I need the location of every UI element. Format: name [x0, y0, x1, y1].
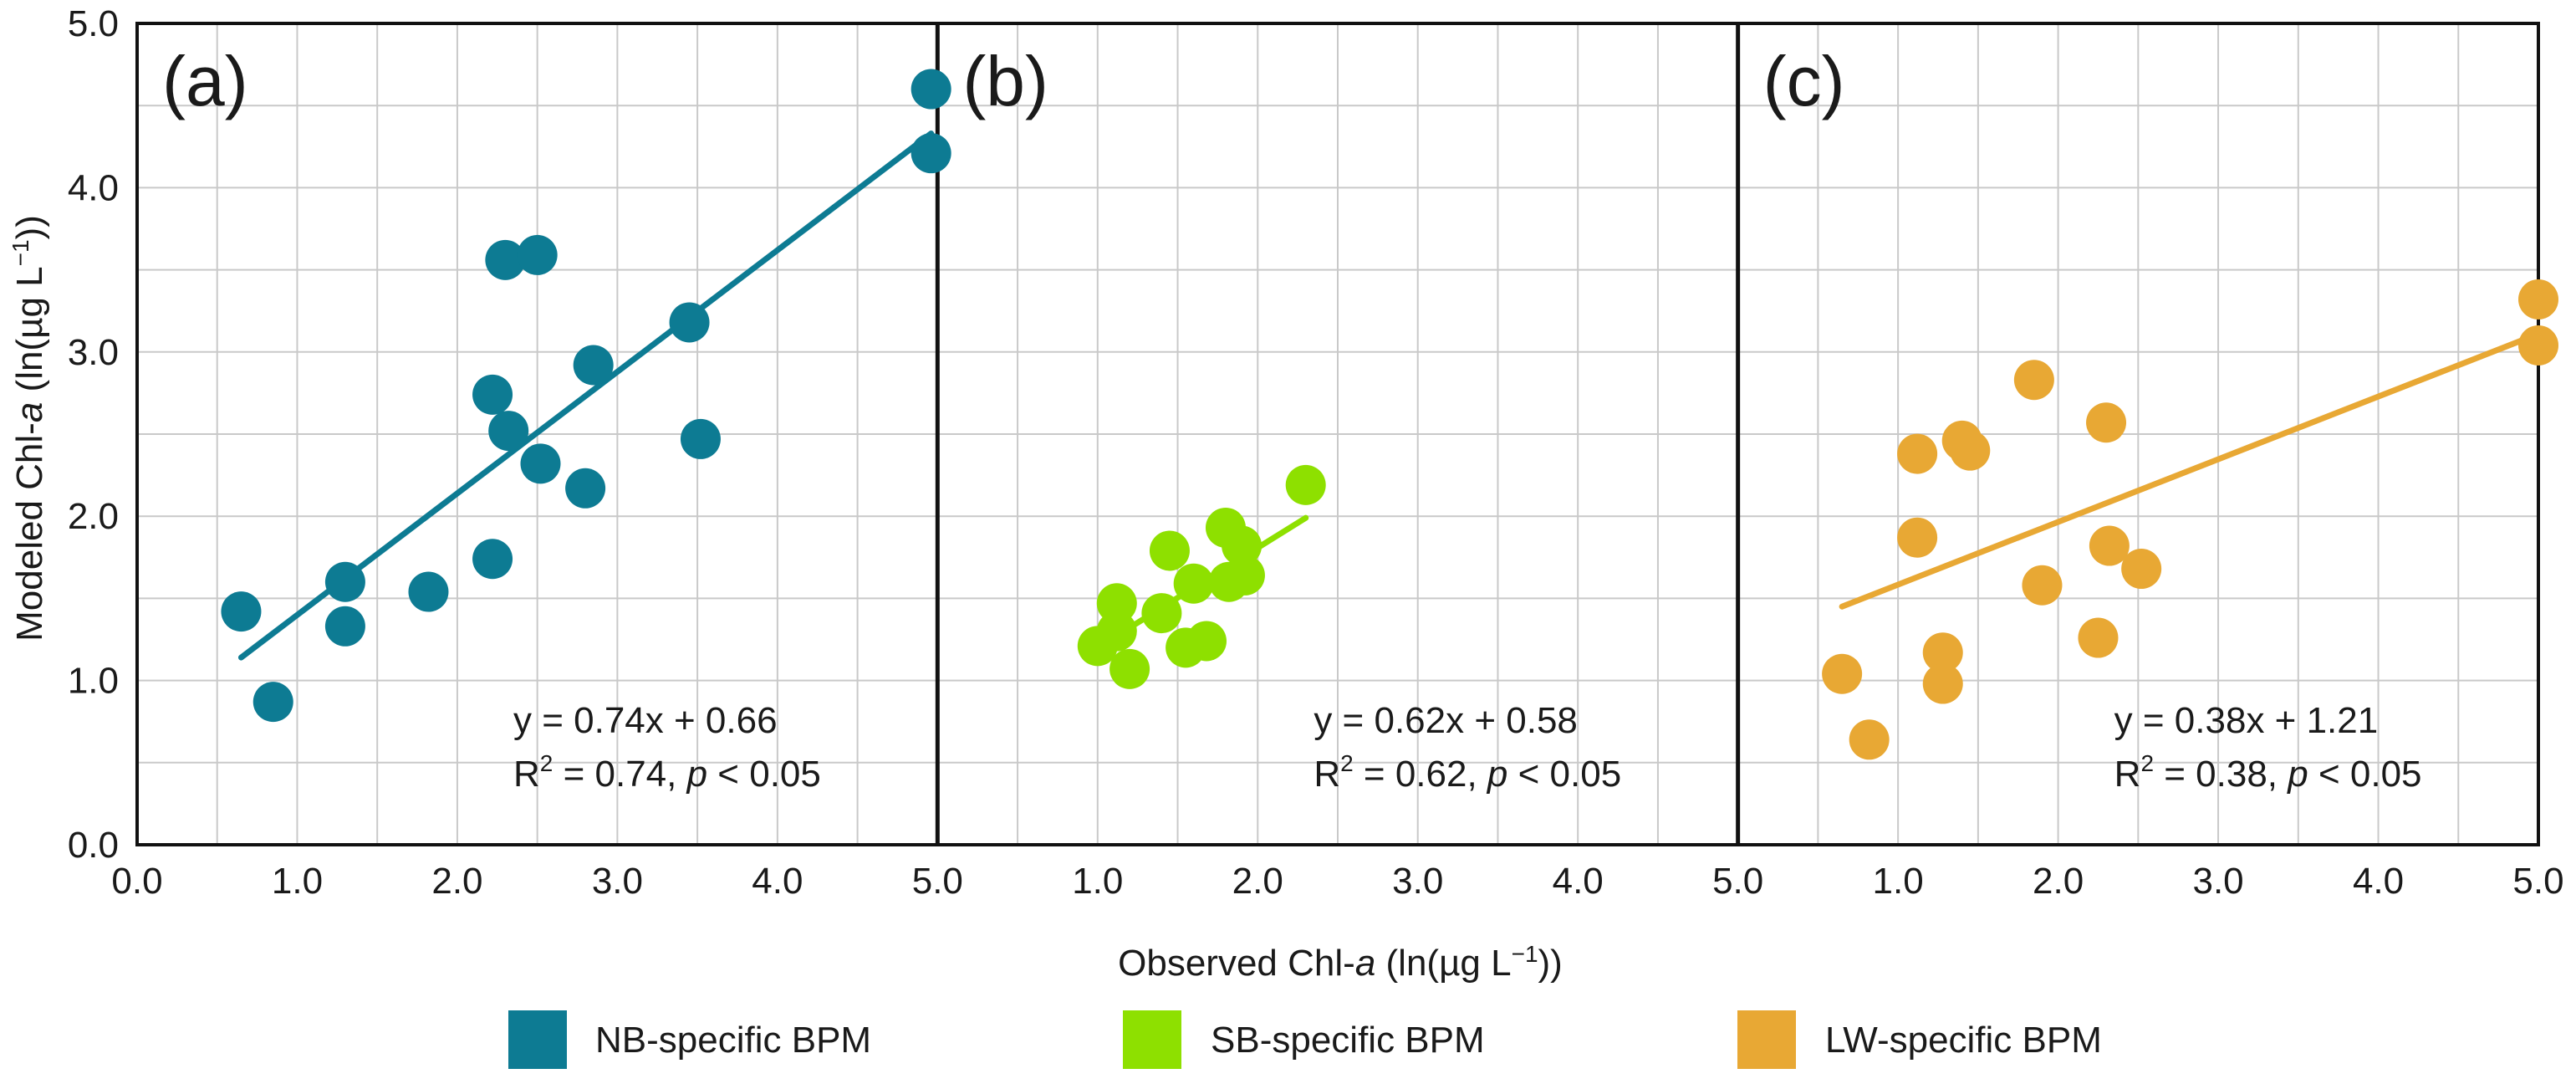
- y-tick-label: 4.0: [68, 167, 119, 208]
- x-tick-label: 5.0: [2512, 861, 2563, 902]
- x-tick-label: 5.0: [912, 861, 963, 902]
- legend-item-nb: NB-specific BPM: [508, 1010, 871, 1069]
- data-point: [2121, 549, 2162, 590]
- x-tick-label: 5.0: [1712, 861, 1763, 902]
- y-tick-label: 0.0: [68, 825, 119, 866]
- legend-swatch-lw: [1737, 1010, 1796, 1069]
- y-tick-label: 2.0: [68, 496, 119, 537]
- regression-line: [1839, 330, 2542, 610]
- data-point: [1096, 611, 1137, 652]
- x-tick-label: 1.0: [1873, 861, 1924, 902]
- data-point: [1897, 433, 1938, 474]
- data-point: [565, 468, 606, 509]
- x-tick-label: 4.0: [752, 861, 803, 902]
- data-point: [324, 606, 365, 647]
- data-point: [1950, 430, 1991, 471]
- data-point: [680, 418, 721, 459]
- x-tick-label: 0.0: [111, 861, 162, 902]
- panels: (a) y = 0.74x + 0.66 R2 = 0.74, p < 0.05 0.…: [111, 42, 2563, 902]
- data-point: [1224, 555, 1265, 596]
- data-point: [2013, 360, 2054, 401]
- data-point: [1141, 593, 1182, 634]
- panel-label: (b): [962, 42, 1048, 120]
- data-point: [485, 239, 526, 280]
- grid-lines: [137, 23, 2538, 845]
- x-tick-label: 1.0: [272, 861, 323, 902]
- legend-swatch-sb: [1123, 1010, 1181, 1069]
- data-point: [1922, 632, 1963, 673]
- data-point: [408, 571, 449, 612]
- data-point: [1897, 517, 1938, 558]
- data-point: [1822, 653, 1863, 694]
- data-point: [1285, 464, 1326, 505]
- x-tick-label: 2.0: [431, 861, 482, 902]
- x-tick-label: 3.0: [2192, 861, 2243, 902]
- regression-stats: R2 = 0.62, p < 0.05: [1314, 750, 1621, 795]
- data-point: [2518, 325, 2558, 366]
- data-point: [472, 539, 513, 580]
- data-point: [1173, 563, 1214, 604]
- legend-label-lw: LW-specific BPM: [1825, 1020, 2102, 1061]
- data-point: [517, 234, 558, 275]
- data-point: [221, 591, 262, 632]
- x-tick-label: 1.0: [1072, 861, 1123, 902]
- legend-item-lw: LW-specific BPM: [1737, 1010, 2102, 1069]
- data-point: [1186, 621, 1227, 662]
- y-tick-label: 5.0: [68, 3, 119, 44]
- y-tick-label: 3.0: [68, 332, 119, 373]
- data-point: [324, 561, 365, 602]
- plot-border: [135, 22, 2540, 846]
- data-point: [2078, 617, 2119, 658]
- x-tick-label: 4.0: [1553, 861, 1604, 902]
- x-tick-label: 3.0: [1392, 861, 1443, 902]
- data-point: [2089, 525, 2130, 566]
- data-point: [1149, 530, 1190, 571]
- regression-equation: y = 0.74x + 0.66: [513, 700, 778, 741]
- data-point: [669, 302, 710, 343]
- legend-label-nb: NB-specific BPM: [595, 1020, 871, 1061]
- data-point: [2518, 279, 2558, 320]
- regression-equation: y = 0.62x + 0.58: [1314, 700, 1578, 741]
- data-point: [1109, 648, 1150, 689]
- legend: NB-specific BPM SB-specific BPM LW-speci…: [508, 1010, 2102, 1069]
- regression-stats: R2 = 0.38, p < 0.05: [2114, 750, 2422, 795]
- x-axis-title: Observed Chl-a (ln(µg L−1)): [1118, 941, 1563, 984]
- panel-b: (b) y = 0.62x + 0.58 R2 = 0.62, p < 0.05 1.…: [962, 42, 1763, 902]
- data-point: [520, 443, 561, 484]
- data-point: [2022, 565, 2063, 606]
- legend-label-sb: SB-specific BPM: [1211, 1020, 1485, 1061]
- data-point: [1096, 583, 1137, 624]
- legend-item-sb: SB-specific BPM: [1123, 1010, 1485, 1069]
- x-tick-label: 3.0: [592, 861, 643, 902]
- data-point: [2086, 402, 2127, 443]
- panel-c: (c) y = 0.38x + 1.21 R2 = 0.38, p < 0.05 1.…: [1763, 42, 2564, 902]
- y-tick-label: 1.0: [68, 661, 119, 702]
- data-point: [252, 682, 293, 723]
- regression-equation: y = 0.38x + 1.21: [2114, 700, 2379, 741]
- y-axis-title: Modeled Chl-a (ln(µg L−1)): [8, 215, 50, 642]
- data-point: [911, 69, 951, 110]
- legend-swatch-nb: [508, 1010, 567, 1069]
- data-point: [1922, 663, 1963, 704]
- data-point: [472, 374, 513, 415]
- data-point: [573, 345, 614, 386]
- y-axis: 0.0 1.0 2.0 3.0 4.0 5.0: [68, 3, 119, 866]
- panel-a: (a) y = 0.74x + 0.66 R2 = 0.74, p < 0.05 0.…: [111, 42, 963, 902]
- regression-stats: R2 = 0.74, p < 0.05: [513, 750, 821, 795]
- panel-label: (c): [1763, 42, 1845, 120]
- panel-label: (a): [162, 42, 248, 120]
- data-point: [1222, 525, 1262, 566]
- data-point: [911, 133, 951, 174]
- x-tick-label: 2.0: [1232, 861, 1283, 902]
- data-point: [488, 411, 529, 452]
- x-tick-label: 2.0: [2033, 861, 2084, 902]
- x-tick-label: 4.0: [2353, 861, 2404, 902]
- data-point: [1849, 719, 1890, 760]
